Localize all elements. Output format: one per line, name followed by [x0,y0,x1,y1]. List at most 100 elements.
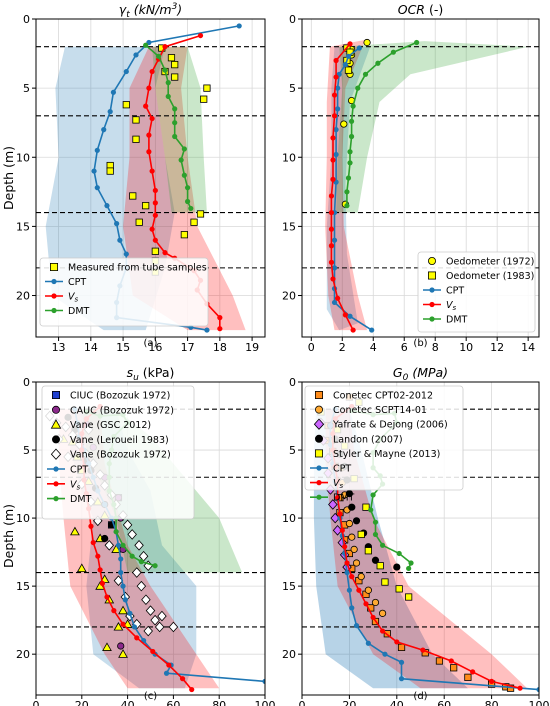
data-point [347,41,353,47]
data-point [372,531,379,538]
legend-marker [427,256,436,265]
data-point [344,189,350,195]
data-point [328,259,335,265]
data-point [363,601,369,607]
data-point [118,569,124,576]
legend-label: Vs [446,300,457,312]
legend-item: CPT [423,286,464,297]
legend-item: Styler & Mayne (2013) [314,449,440,460]
y-tick-label: 5 [23,82,30,95]
legend-item: Landon (2007) [314,434,403,445]
data-point [94,185,100,191]
range-band [152,46,207,213]
data-point [450,664,458,672]
legend-marker [314,405,323,414]
legend-label: CPT [333,464,351,475]
data-point [363,38,371,47]
legend-item: Vane (Leroueil 1983) [52,435,169,446]
data-point [157,610,167,622]
data-point [370,492,376,498]
data-point [335,295,341,301]
data-point [408,560,414,566]
data-point [145,605,156,616]
data-point [135,218,143,226]
x-tick-label: 100 [529,699,550,706]
data-point [90,539,96,546]
data-point [179,676,186,682]
data-point [335,85,341,91]
data-point [141,594,151,606]
y-tick-label: 0 [289,13,296,26]
data-point [365,640,371,646]
legend-label: Vane (Leroueil 1983) [70,435,169,446]
data-point [349,574,355,580]
series-line [333,47,373,331]
data-point [168,621,179,633]
data-point [346,587,352,593]
data-point [536,686,539,693]
legend-marker [50,262,59,271]
data-point [362,71,369,77]
y-tick-label: 5 [289,82,296,95]
data-point [342,312,348,318]
data-point [378,609,387,617]
data-point [398,676,405,682]
data-point [142,202,150,210]
data-point [328,243,335,249]
data-point [333,127,339,133]
panel-b-ocr: 0 2 4 6 8 10 12 14 0 5 10 15 20 OCR (-) (b) Oedometer (… [282,2,540,354]
legend-item: CPT [47,465,88,476]
x-tick-label: 14 [84,341,98,354]
data-point [369,327,375,333]
data-point [94,147,100,153]
data-point [236,23,242,29]
range-band [336,41,529,213]
data-point [330,135,336,141]
data-point [97,567,103,573]
data-point [104,540,115,551]
data-point [184,185,191,191]
data-point [333,151,339,158]
legend-marker [313,418,325,430]
x-tick-label: 16 [148,341,162,354]
data-point [196,210,205,218]
data-point [162,44,168,50]
line-series [331,45,375,333]
data-point [350,327,356,333]
data-point [382,651,388,657]
legend-item: DMT [310,493,355,504]
x-tick-label: 60 [437,699,451,706]
legend-label: Oedometer (1972) [446,257,534,268]
data-point [357,530,365,539]
data-point [154,621,165,633]
data-point [262,678,265,684]
legend-label: CPT [70,465,88,476]
axes-frame [301,381,540,696]
data-point [99,580,106,587]
data-point [342,544,348,550]
legend-label: Vane (GSC 2012) [70,420,151,431]
legend-label: CAUC (Bozozuk 1972) [70,405,174,416]
data-point [104,203,110,209]
data-point [146,132,152,138]
legend-label: DMT [333,493,355,504]
legend-item: Vane (Bozozuk 1972) [50,448,171,461]
legend-item: Vs [310,478,344,490]
data-point [335,106,341,112]
data-point [152,187,158,194]
data-point [396,550,402,557]
data-point [95,553,101,559]
x-tick-label: 4 [370,341,377,354]
x-tick-label: 20 [342,699,356,706]
data-point [352,559,361,567]
legend: CIUC (Bozozuk 1972) CAUC (Bozozuk 1972) Va… [41,385,195,520]
data-point [138,559,144,565]
data-point [197,32,204,39]
data-point [406,565,412,572]
data-point [107,109,113,115]
legend-label: Conetec CPT02-2012 [333,391,433,402]
legend-item: Conetec CPT02-2012 [314,391,433,402]
data-point [347,160,353,166]
data-point [114,221,120,227]
data-point [356,587,362,593]
